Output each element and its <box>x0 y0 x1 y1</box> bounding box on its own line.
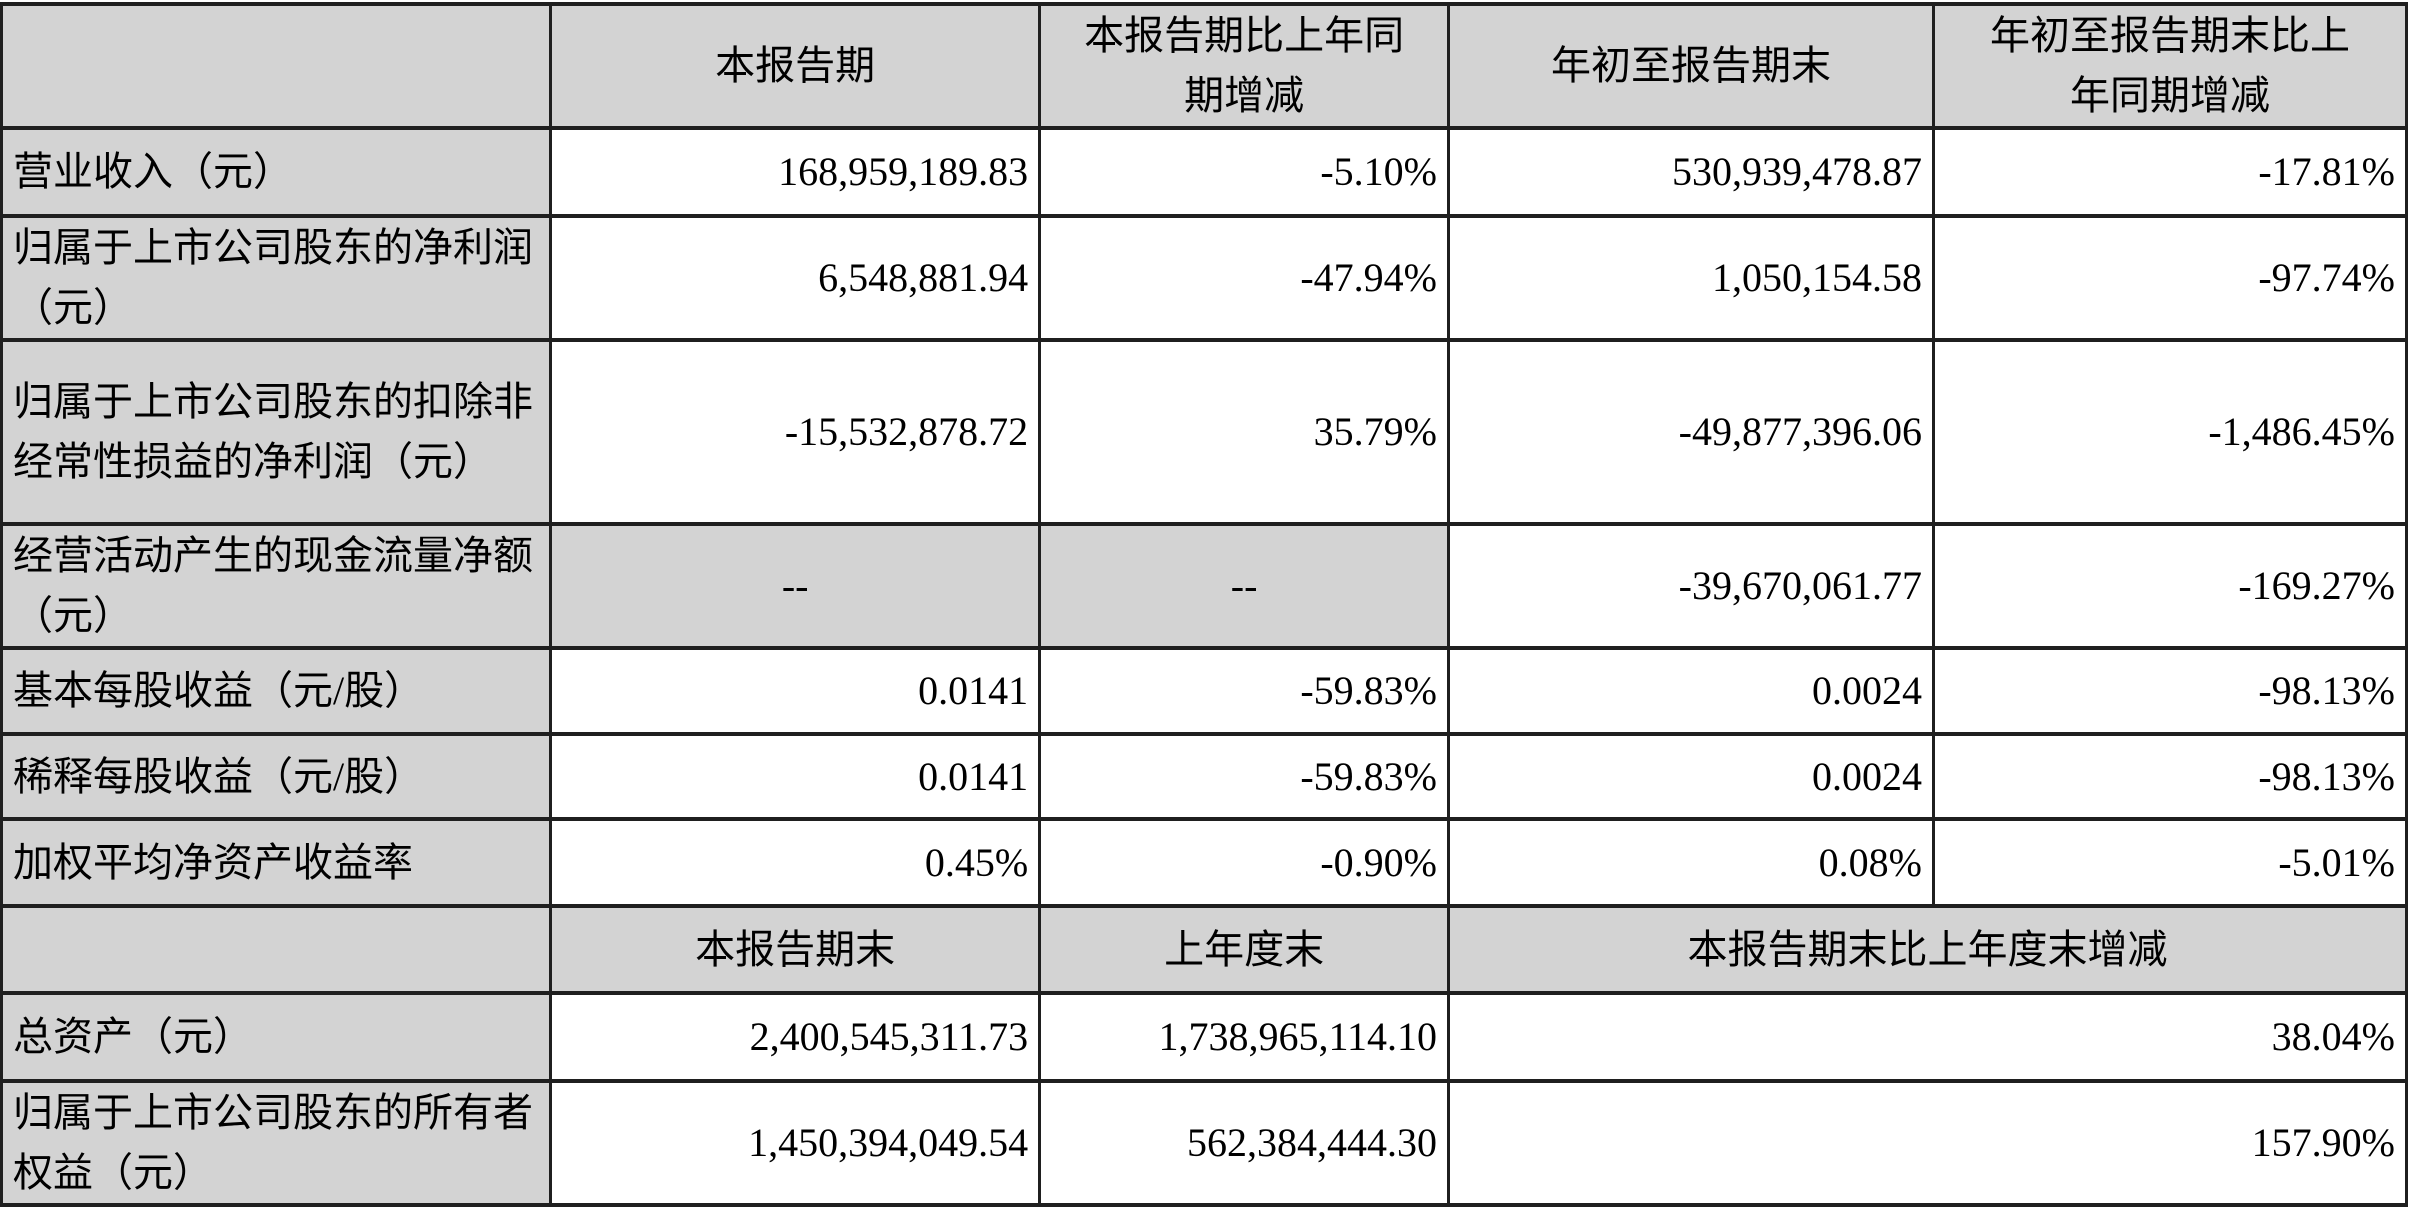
cell-value: 2,400,545,311.73 <box>549 991 1042 1083</box>
table-row: 总资产（元） 2,400,545,311.73 1,738,965,114.10… <box>0 991 2408 1083</box>
cell-value: 0.0141 <box>549 732 1042 821</box>
column-header-period-end-change: 本报告期末比上年度末增减 <box>1447 904 2408 995</box>
cell-value: -1,486.45% <box>1932 338 2408 526</box>
table-row: 营业收入（元） 168,959,189.83 -5.10% 530,939,47… <box>0 126 2408 218</box>
cell-value: 1,450,394,049.54 <box>549 1079 1042 1207</box>
row-label: 基本每股收益（元/股） <box>0 646 553 736</box>
cell-value: -- <box>549 522 1042 650</box>
cell-value: 0.45% <box>549 817 1042 908</box>
corner-cell <box>0 904 553 995</box>
corner-cell <box>0 2 553 130</box>
row-label: 归属于上市公司股东的净利润（元） <box>0 214 553 342</box>
cell-value: -59.83% <box>1038 732 1450 821</box>
column-header-prev-year-end: 上年度末 <box>1038 904 1450 995</box>
cell-value: 1,738,965,114.10 <box>1038 991 1450 1083</box>
cell-value: 35.79% <box>1038 338 1450 526</box>
cell-value: -98.13% <box>1932 646 2408 736</box>
cell-value: -5.01% <box>1932 817 2408 908</box>
table-row: 加权平均净资产收益率 0.45% -0.90% 0.08% -5.01% <box>0 817 2408 908</box>
row-label: 稀释每股收益（元/股） <box>0 732 553 821</box>
cell-value: -49,877,396.06 <box>1447 338 1935 526</box>
column-header-current-period: 本报告期 <box>549 2 1042 130</box>
cell-value: 0.0024 <box>1447 732 1935 821</box>
row-label: 归属于上市公司股东的扣除非经常性损益的净利润（元） <box>0 338 553 526</box>
row-label: 归属于上市公司股东的所有者权益（元） <box>0 1079 553 1207</box>
balance-header-row: 本报告期末 上年度末 本报告期末比上年度末增减 <box>0 904 2408 995</box>
cell-value: -- <box>1038 522 1450 650</box>
cell-value: 157.90% <box>1447 1079 2408 1207</box>
table-row: 归属于上市公司股东的所有者权益（元） 1,450,394,049.54 562,… <box>0 1079 2408 1207</box>
table-row: 基本每股收益（元/股） 0.0141 -59.83% 0.0024 -98.13… <box>0 646 2408 736</box>
column-header-current-period-change: 本报告期比上年同期增减 <box>1038 2 1450 130</box>
row-label: 加权平均净资产收益率 <box>0 817 553 908</box>
table-row: 稀释每股收益（元/股） 0.0141 -59.83% 0.0024 -98.13… <box>0 732 2408 821</box>
cell-value: 1,050,154.58 <box>1447 214 1935 342</box>
cell-value: -15,532,878.72 <box>549 338 1042 526</box>
table-row: 归属于上市公司股东的净利润（元） 6,548,881.94 -47.94% 1,… <box>0 214 2408 342</box>
cell-value: -39,670,061.77 <box>1447 522 1935 650</box>
column-header-ytd-change: 年初至报告期末比上年同期增减 <box>1932 2 2408 130</box>
cell-value: -0.90% <box>1038 817 1450 908</box>
cell-value: -169.27% <box>1932 522 2408 650</box>
cell-value: -97.74% <box>1932 214 2408 342</box>
column-header-ytd: 年初至报告期末 <box>1447 2 1935 130</box>
table-row: 经营活动产生的现金流量净额（元） -- -- -39,670,061.77 -1… <box>0 522 2408 650</box>
period-header-row: 本报告期 本报告期比上年同期增减 年初至报告期末 年初至报告期末比上年同期增减 <box>0 2 2408 130</box>
cell-value: 168,959,189.83 <box>549 126 1042 218</box>
cell-value: 6,548,881.94 <box>549 214 1042 342</box>
cell-value: -5.10% <box>1038 126 1450 218</box>
cell-value: 0.0024 <box>1447 646 1935 736</box>
table-row: 归属于上市公司股东的扣除非经常性损益的净利润（元） -15,532,878.72… <box>0 338 2408 526</box>
row-label: 营业收入（元） <box>0 126 553 218</box>
row-label: 经营活动产生的现金流量净额（元） <box>0 522 553 650</box>
row-label: 总资产（元） <box>0 991 553 1083</box>
cell-value: -17.81% <box>1932 126 2408 218</box>
column-header-period-end: 本报告期末 <box>549 904 1042 995</box>
cell-value: 530,939,478.87 <box>1447 126 1935 218</box>
cell-value: -98.13% <box>1932 732 2408 821</box>
cell-value: -59.83% <box>1038 646 1450 736</box>
cell-value: 562,384,444.30 <box>1038 1079 1450 1207</box>
cell-value: 38.04% <box>1447 991 2408 1083</box>
cell-value: 0.0141 <box>549 646 1042 736</box>
cell-value: 0.08% <box>1447 817 1935 908</box>
cell-value: -47.94% <box>1038 214 1450 342</box>
